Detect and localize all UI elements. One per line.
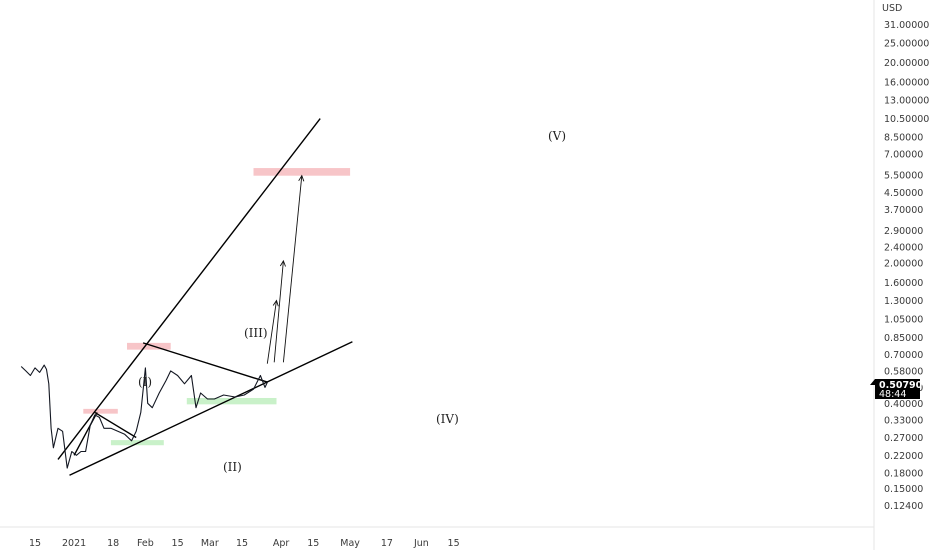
y-tick-label: 0.22000 (884, 451, 923, 462)
y-tick-label: 13.00000 (884, 96, 929, 107)
trend-line-3 (94, 411, 137, 439)
y-tick-label: 2.40000 (884, 243, 923, 254)
current-price-label: 0.50790 (879, 380, 923, 391)
y-tick-label: 0.15000 (884, 484, 923, 495)
wave-label-4: (IV) (436, 412, 459, 426)
y-tick-label: 4.50000 (884, 188, 923, 199)
price-line (20, 364, 268, 469)
price-layer (20, 364, 268, 469)
y-tick-label: 2.00000 (884, 259, 923, 270)
arrows-layer (266, 174, 305, 364)
y-tick-label: 25.00000 (884, 39, 929, 50)
x-tick-label: 15 (236, 538, 248, 549)
price-label-pointer (870, 379, 875, 385)
wave-label-3: (III) (244, 326, 268, 340)
y-tick-label: 0.33000 (884, 416, 923, 427)
price-axis[interactable]: 31.00000 25.00000 20.00000 16.00000 13.00000… (884, 20, 929, 512)
zones-layer (83, 168, 351, 446)
arrow-shaft (273, 260, 284, 363)
currency-label: USD (882, 3, 902, 14)
y-tick-label: 0.18000 (884, 468, 923, 479)
y-tick-label: 1.05000 (884, 315, 923, 326)
x-tick-label: Feb (137, 538, 154, 549)
y-tick-label: 1.60000 (884, 278, 923, 289)
y-tick-label: 7.00000 (884, 149, 923, 160)
arrow-shaft (266, 300, 277, 364)
trend-line-4 (142, 342, 268, 383)
y-tick-label: 0.40000 (884, 399, 923, 410)
x-tick-label: 15 (448, 538, 460, 549)
zone-2 (127, 342, 171, 350)
x-tick-label: May (340, 538, 360, 549)
arrow-shaft (282, 175, 303, 363)
projection-arrow-2 (282, 174, 305, 363)
zone-0 (83, 408, 118, 414)
y-tick-label: 0.27000 (884, 433, 923, 444)
x-tick-label: Apr (273, 538, 290, 549)
x-tick-label: Mar (201, 538, 219, 549)
y-tick-label: 20.00000 (884, 58, 929, 69)
x-tick-label: 15 (29, 538, 41, 549)
arrow-head (298, 174, 305, 182)
y-tick-label: 10.50000 (884, 114, 929, 125)
x-tick-label: Jun (413, 538, 429, 549)
y-tick-label: 1.30000 (884, 296, 923, 307)
y-tick-label: 0.70000 (884, 350, 923, 361)
y-tick-label: 8.50000 (884, 133, 923, 144)
x-tick-label: 15 (307, 538, 319, 549)
y-tick-label: 16.00000 (884, 77, 929, 88)
y-tick-label: 0.58000 (884, 366, 923, 377)
time-axis[interactable]: 15 2021 18 Feb 15 Mar 15 Apr 15 May 17 Jun 15 (29, 538, 460, 549)
x-tick-label: 2021 (62, 538, 86, 549)
y-tick-label: 0.85000 (884, 333, 923, 344)
wave-label-1: (I) (138, 375, 152, 389)
x-tick-label: 17 (381, 538, 393, 549)
zone-4 (253, 168, 351, 176)
y-tick-label: 2.90000 (884, 226, 923, 237)
projection-arrow-1 (273, 259, 286, 363)
y-tick-label: 31.00000 (884, 20, 929, 31)
arrow-head (272, 299, 279, 307)
trend-line-1 (69, 341, 353, 476)
countdown-label: 48:44 (879, 389, 906, 400)
trend-line-0 (57, 118, 321, 460)
x-tick-label: 18 (107, 538, 119, 549)
zone-3 (186, 397, 277, 405)
wave-label-5: (V) (548, 129, 566, 143)
y-tick-label: 5.50000 (884, 170, 923, 181)
x-tick-label: 15 (172, 538, 184, 549)
wave-label-2: (II) (223, 460, 242, 474)
projection-arrow-0 (266, 299, 279, 364)
y-tick-label: 0.12400 (884, 501, 923, 512)
arrow-head (279, 259, 286, 267)
price-label-box (875, 379, 920, 399)
y-tick-label: 3.70000 (884, 205, 923, 216)
